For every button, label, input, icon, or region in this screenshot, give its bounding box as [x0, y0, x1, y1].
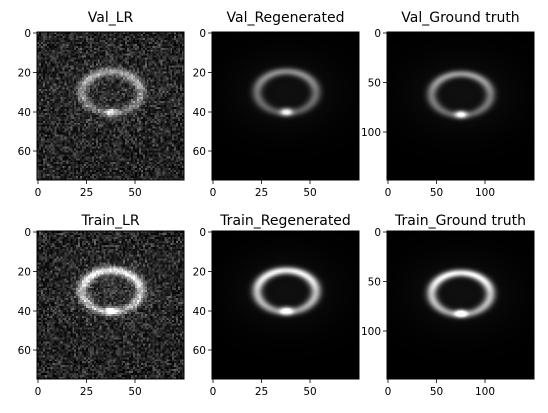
x-tick-label: 50 — [303, 187, 316, 199]
panel-image — [387, 32, 534, 180]
y-tick-label: 50 — [368, 78, 381, 90]
x-tick-label: 0 — [385, 386, 392, 398]
panel-1: Val_LR 0 25 50 0 20 40 60 — [18, 10, 184, 199]
x-tick-label: 0 — [385, 187, 392, 199]
x-tick-label: 25 — [80, 386, 93, 398]
panel-image — [387, 231, 534, 379]
x-tick-label: 25 — [80, 187, 93, 199]
y-tick-label: 0 — [24, 227, 31, 239]
x-tick-label: 100 — [475, 187, 495, 199]
y-tick-label: 60 — [18, 146, 31, 158]
y-tick-label: 40 — [193, 306, 206, 318]
panel-title: Train_Ground truth — [394, 213, 526, 229]
x-tick-label: 25 — [255, 386, 268, 398]
panel-image — [212, 32, 359, 180]
y-tick-label: 60 — [18, 345, 31, 357]
panel-title: Train_Regenerated — [219, 213, 351, 229]
panel-title: Train_LR — [80, 213, 139, 229]
y-tick-label: 40 — [18, 107, 31, 119]
y-tick-label: 100 — [361, 127, 381, 139]
y-tick-label: 20 — [18, 68, 31, 80]
x-tick-label: 50 — [303, 386, 316, 398]
y-tick-label: 0 — [199, 28, 206, 40]
panel-title: Val_LR — [88, 10, 134, 26]
panel-2: Val_Regenerated 0 25 50 0 20 40 60 — [193, 10, 359, 199]
panel-3: Val_Ground truth 0 50 100 0 50 100 — [361, 10, 534, 199]
panel-title: Val_Regenerated — [227, 10, 345, 26]
y-tick-label: 0 — [24, 28, 31, 40]
x-tick-label: 50 — [128, 187, 141, 199]
y-tick-label: 0 — [199, 227, 206, 239]
y-tick-label: 100 — [361, 326, 381, 338]
panel-4: Train_LR 0 25 50 0 20 40 60 — [18, 213, 184, 398]
x-tick-label: 0 — [35, 386, 42, 398]
x-tick-label: 50 — [430, 386, 443, 398]
panel-image — [37, 231, 184, 379]
y-tick-label: 40 — [193, 107, 206, 119]
y-tick-label: 20 — [193, 267, 206, 279]
x-tick-label: 0 — [210, 386, 217, 398]
y-tick-label: 20 — [193, 68, 206, 80]
y-tick-label: 50 — [368, 277, 381, 289]
panel-image — [212, 231, 359, 379]
y-tick-label: 0 — [374, 227, 381, 239]
y-tick-label: 40 — [18, 306, 31, 318]
x-tick-label: 50 — [128, 386, 141, 398]
y-tick-label: 20 — [18, 267, 31, 279]
panel-5: Train_Regenerated 0 25 50 0 20 40 60 — [193, 213, 359, 398]
y-tick-label: 60 — [193, 146, 206, 158]
x-tick-label: 100 — [475, 386, 495, 398]
panel-image — [37, 32, 184, 180]
x-tick-label: 0 — [35, 187, 42, 199]
panel-title: Val_Ground truth — [401, 10, 519, 26]
y-tick-label: 60 — [193, 345, 206, 357]
x-tick-label: 50 — [430, 187, 443, 199]
x-tick-label: 0 — [210, 187, 217, 199]
panel-6: Train_Ground truth 0 50 100 0 50 100 — [361, 213, 534, 398]
y-tick-label: 0 — [374, 28, 381, 40]
x-tick-label: 25 — [255, 187, 268, 199]
